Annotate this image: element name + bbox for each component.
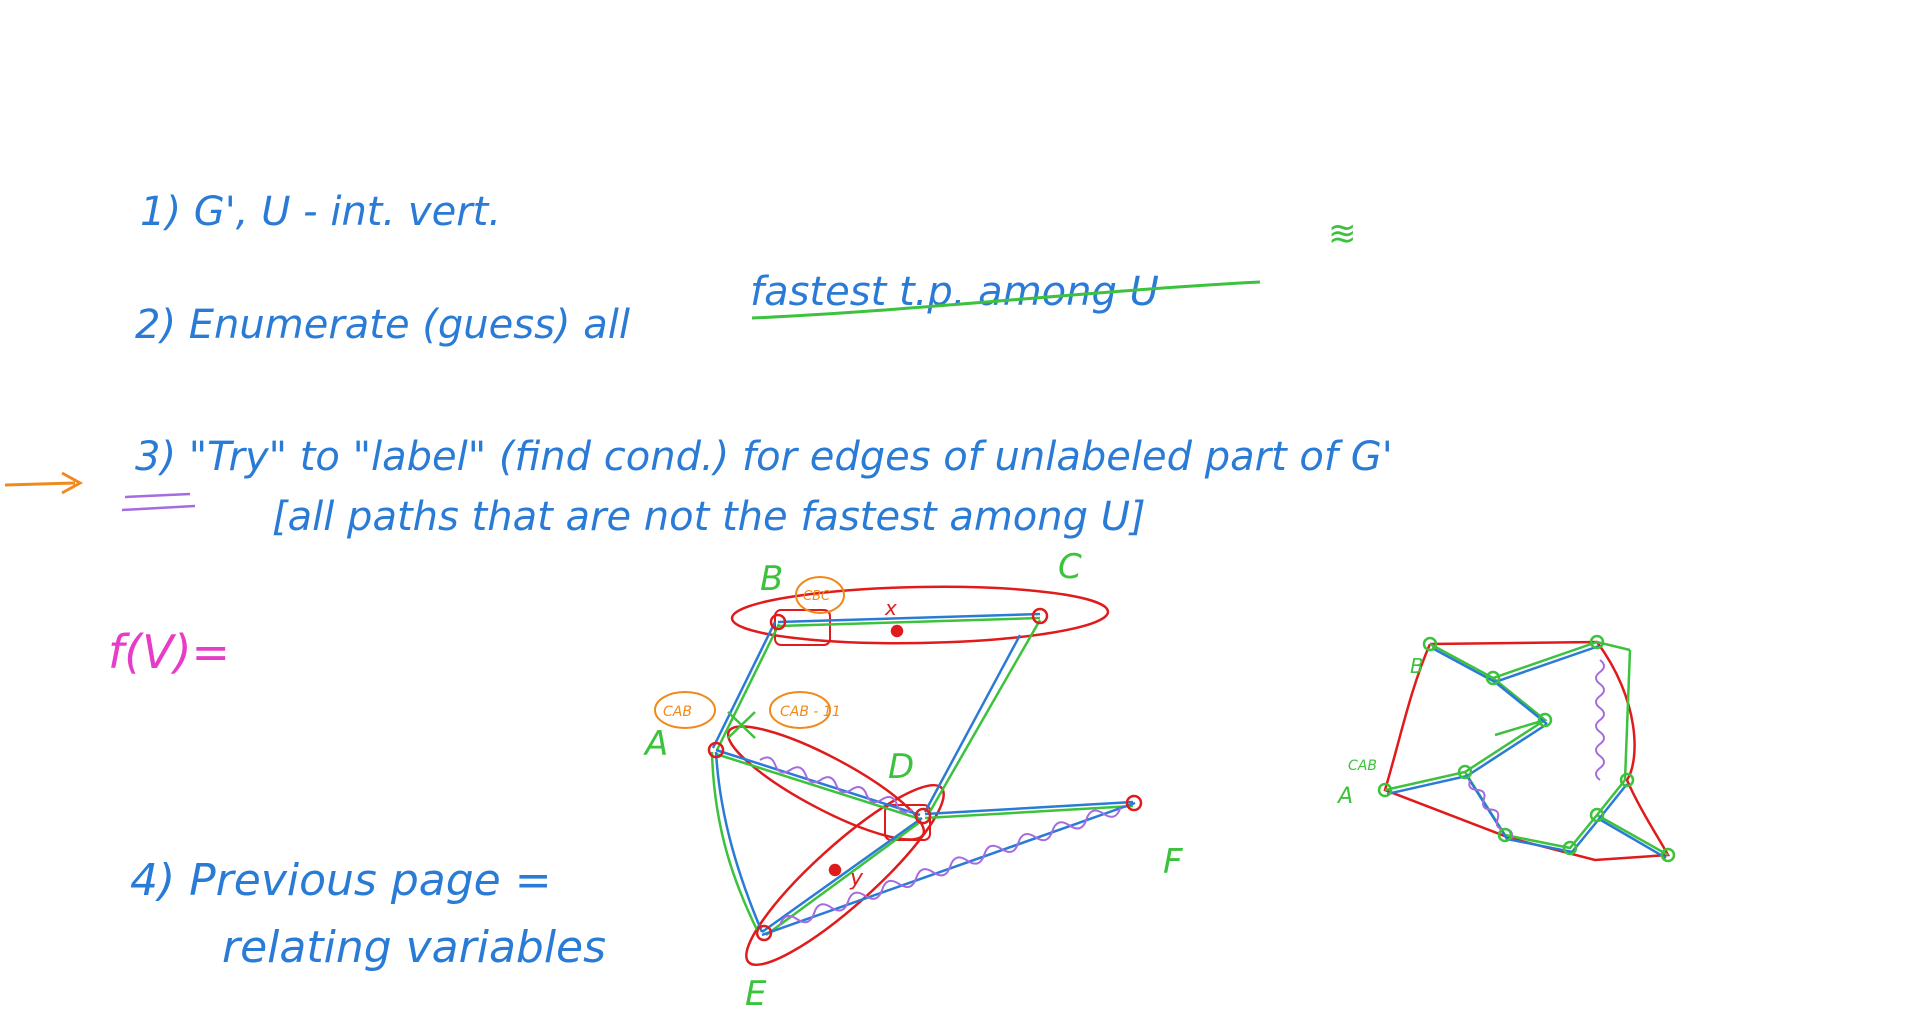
note-line-4a: 4) Previous page = [130, 855, 552, 906]
notes: 1) G', U - int. vert. 2) Enumerate (gues… [4, 189, 1393, 973]
note-line-2-prefix: 2) Enumerate (guess) all [135, 302, 630, 348]
right-graph: B A CAB [1336, 634, 1676, 863]
vertex-x [890, 624, 904, 638]
right-vertex-3 [1589, 634, 1605, 650]
annot-y: y [849, 866, 864, 891]
right-vertex-5 [1457, 764, 1473, 780]
note-mark: ≋ [1328, 214, 1357, 254]
vertex-a [707, 741, 725, 759]
right-edges-blue [1386, 644, 1667, 860]
edge-b-c-blue [777, 612, 1041, 624]
vertex-d [914, 807, 932, 825]
edge-a-d-green [715, 752, 921, 821]
note-line-3a: 3) "Try" to "label" (find cond.) for edg… [135, 434, 1393, 480]
f-of-v-label: f(V)= [108, 625, 230, 679]
right-outline-red [1383, 640, 1671, 862]
edge-a-b-green [715, 623, 781, 751]
right-vertex-4 [1537, 712, 1553, 728]
vertex-b [769, 613, 787, 631]
label-a: A [643, 724, 668, 764]
right-label-b: B [1410, 654, 1424, 678]
annot-x: x [884, 596, 897, 620]
vertex-e [755, 924, 773, 942]
edge-d-e-green [765, 820, 921, 937]
right-vertex-1 [1422, 636, 1438, 652]
orange-oval-cab-left [654, 691, 716, 729]
purple-underline-3 [121, 492, 196, 512]
orange-oval-cbc [795, 576, 845, 614]
green-cross-mark [727, 711, 756, 739]
vertex-c [1031, 607, 1049, 625]
edge-a-e-blue [714, 751, 764, 933]
note-line-3b: [all paths that are not the fastest amon… [272, 494, 1146, 540]
right-label-a: A [1336, 784, 1353, 809]
edge-a-e-green [710, 751, 760, 933]
edge-a-b-blue [711, 621, 777, 749]
edge-d-e-blue [761, 816, 923, 934]
annot-cbc: CBC [803, 589, 831, 604]
label-b: B [760, 559, 783, 599]
note-line-2-underlined: fastest t.p. among U [750, 269, 1159, 315]
orange-oval-cab-mid [769, 691, 831, 729]
red-loop-de [745, 783, 945, 967]
edge-d-f-green [924, 804, 1134, 820]
underline-fastest [751, 280, 1261, 320]
edge-a-d-blue [715, 748, 921, 817]
note-line-1: 1) G', U - int. vert. [140, 189, 501, 235]
annot-cab-left: CAB [663, 704, 692, 720]
edge-c-d-green [926, 619, 1042, 816]
label-f: F [1163, 842, 1183, 882]
right-vertex-8 [1562, 840, 1578, 856]
right-vertex-7 [1497, 827, 1513, 843]
right-vertex-9 [1589, 807, 1605, 823]
annot-cab-11: CAB - 11 [780, 704, 841, 720]
vertex-f [1125, 794, 1143, 812]
purple-wave-e-f [779, 807, 1122, 926]
arrow-head-icon [61, 471, 84, 495]
right-vertex-2 [1485, 670, 1501, 686]
edge-b-c-green [777, 616, 1041, 628]
red-loop-bc [730, 585, 1110, 645]
right-annot-cab: CAB [1348, 758, 1377, 774]
note-line-4b: relating variables [222, 922, 606, 973]
label-e: E [745, 974, 767, 1014]
vertex-y [828, 863, 842, 877]
right-vertex-6 [1377, 782, 1393, 798]
edge-d-f-blue [924, 800, 1134, 816]
right-vertex-10 [1619, 772, 1635, 788]
label-c: C [1058, 547, 1082, 587]
edge-c-d-blue [923, 634, 1022, 813]
label-d: D [888, 747, 914, 787]
right-vertex-11 [1660, 847, 1676, 863]
arrow-icon [4, 481, 76, 487]
left-graph: B C A D E F CBC x CAB CAB - 11 y [643, 547, 1183, 1014]
purple-wave-a-d [759, 756, 913, 814]
red-box-d [884, 804, 931, 841]
right-edges-green [1384, 640, 1669, 857]
right-purple-wave [1595, 659, 1605, 781]
